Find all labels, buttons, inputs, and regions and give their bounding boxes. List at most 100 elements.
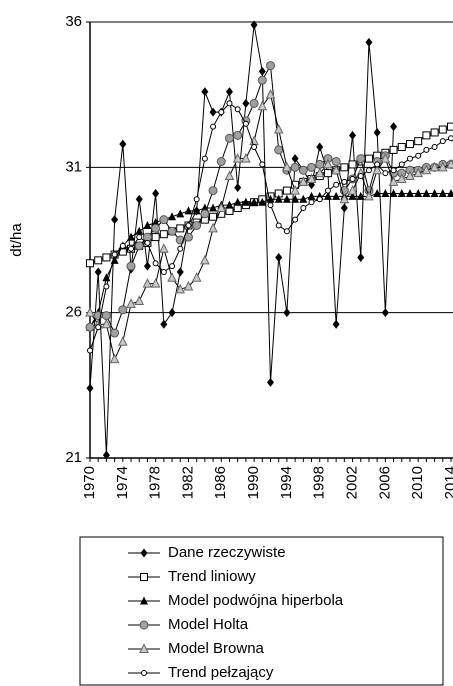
data-point <box>102 450 110 460</box>
data-point <box>380 152 391 163</box>
data-point <box>136 234 143 241</box>
legend-marker <box>140 596 148 605</box>
data-point <box>282 194 291 203</box>
data-point <box>128 245 135 252</box>
data-point <box>274 145 284 155</box>
data-point <box>316 142 324 152</box>
data-point <box>257 75 267 85</box>
data-point <box>259 161 266 168</box>
data-point <box>86 259 94 268</box>
data-point <box>308 199 315 206</box>
x-tick-label: 1994 <box>278 466 295 499</box>
data-point <box>150 277 161 288</box>
data-point <box>405 170 415 181</box>
data-point <box>431 143 438 150</box>
data-point <box>373 188 382 197</box>
data-point <box>390 122 398 132</box>
data-point <box>208 186 218 196</box>
data-point <box>86 383 94 393</box>
data-point <box>267 377 274 387</box>
data-point <box>103 283 110 290</box>
data-point <box>300 205 307 212</box>
data-point <box>216 202 227 213</box>
data-point <box>210 123 217 130</box>
data-point <box>234 183 242 193</box>
data-point <box>151 233 160 242</box>
data-point <box>347 184 358 195</box>
x-tick-label: 1970 <box>81 466 98 499</box>
data-point <box>438 125 447 134</box>
data-point <box>87 347 93 354</box>
data-point <box>323 158 333 169</box>
data-point <box>349 175 356 182</box>
data-point <box>241 197 250 206</box>
data-point <box>332 191 341 200</box>
data-point <box>102 253 111 262</box>
data-point <box>218 109 225 116</box>
data-point <box>316 196 323 203</box>
data-point <box>151 218 160 227</box>
data-point <box>333 181 340 188</box>
data-point <box>381 188 390 197</box>
data-point <box>176 209 185 218</box>
data-point <box>357 173 364 180</box>
data-point <box>142 277 153 288</box>
data-point <box>388 176 399 186</box>
data-point <box>167 226 177 236</box>
data-point <box>405 188 414 197</box>
data-point <box>200 254 210 265</box>
data-point <box>216 157 226 167</box>
data-point <box>233 130 243 140</box>
data-point <box>275 252 283 262</box>
data-point <box>446 158 453 169</box>
data-point <box>200 209 210 219</box>
data-point <box>185 222 192 229</box>
data-point <box>373 127 381 137</box>
data-point <box>357 252 365 262</box>
data-point <box>176 224 185 233</box>
data-point <box>144 239 151 246</box>
data-point <box>258 66 266 76</box>
data-point <box>356 154 366 164</box>
data-point <box>126 298 136 308</box>
data-point <box>184 206 193 215</box>
series-line <box>89 192 451 328</box>
y-tick-label: 26 <box>65 304 82 321</box>
data-point <box>298 176 309 186</box>
data-point <box>225 200 234 209</box>
data-point <box>422 131 431 140</box>
data-point <box>134 241 144 251</box>
data-point <box>94 256 103 265</box>
data-point <box>307 191 316 200</box>
data-point <box>437 161 448 172</box>
data-point <box>94 267 102 277</box>
data-point <box>299 194 308 203</box>
data-point <box>414 137 423 146</box>
data-point <box>349 130 357 140</box>
data-point <box>201 87 209 97</box>
data-point <box>143 220 152 229</box>
legend-marker <box>141 670 147 676</box>
data-point <box>209 107 217 117</box>
x-tick-label: 2010 <box>409 466 426 499</box>
data-point <box>109 353 120 364</box>
data-point <box>283 308 291 318</box>
data-point <box>397 188 406 197</box>
data-point <box>273 123 284 134</box>
data-point <box>168 308 176 318</box>
data-point <box>414 188 423 197</box>
data-point <box>257 100 268 111</box>
data-point <box>101 311 111 321</box>
x-tick-label: 1998 <box>311 466 328 499</box>
data-point <box>381 308 389 318</box>
data-point <box>364 190 374 201</box>
data-point <box>415 152 422 159</box>
data-point <box>365 167 372 174</box>
data-point <box>226 100 233 107</box>
data-point <box>398 161 405 168</box>
data-point <box>396 173 407 183</box>
data-point <box>430 128 439 137</box>
data-point <box>119 242 126 249</box>
data-point <box>151 223 161 233</box>
data-point <box>126 261 136 271</box>
